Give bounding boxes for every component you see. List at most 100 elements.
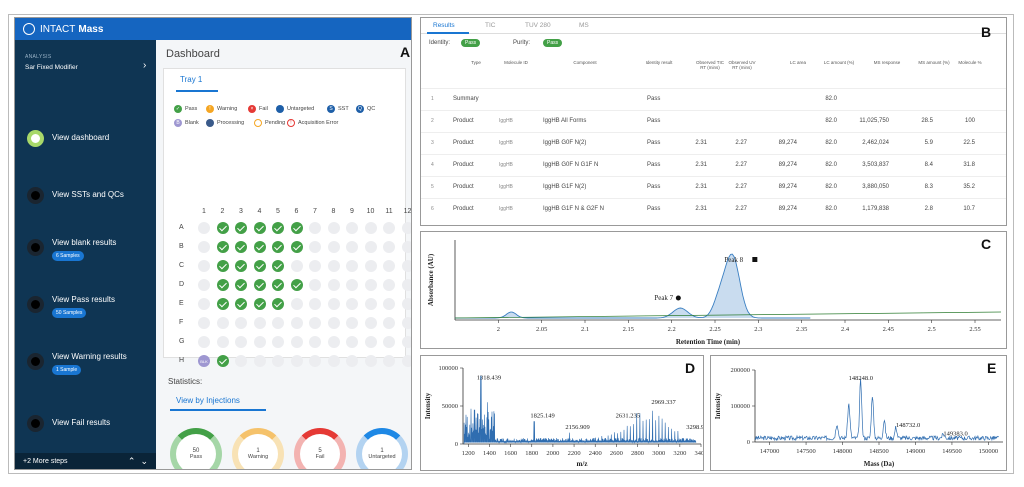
plate-well[interactable] bbox=[198, 317, 210, 329]
column-header[interactable]: Molecule % bbox=[958, 60, 982, 65]
plate-well[interactable] bbox=[364, 260, 377, 272]
plate-well[interactable] bbox=[272, 222, 284, 234]
stat-ring-warning[interactable]: 1 Warning bbox=[232, 428, 284, 469]
plate-well[interactable] bbox=[198, 222, 210, 234]
plate-well[interactable] bbox=[383, 317, 395, 329]
chevron-right-icon[interactable]: › bbox=[143, 60, 147, 71]
plate-well[interactable] bbox=[383, 222, 395, 234]
plate-well[interactable] bbox=[327, 336, 340, 348]
column-header[interactable]: Type bbox=[471, 60, 481, 65]
tab-results[interactable]: Results bbox=[433, 22, 455, 29]
sidebar-step-3[interactable]: View blank results 6 Samples bbox=[15, 234, 156, 290]
plate-well[interactable] bbox=[235, 317, 247, 329]
tab-view-by-injections[interactable]: View by Injections bbox=[176, 396, 240, 405]
table-row[interactable]: 3 Product IggHB IggHB G0F N(2) Pass 2.31 2.27 8… bbox=[421, 132, 1006, 154]
plate-well[interactable] bbox=[216, 222, 229, 234]
plate-well[interactable] bbox=[198, 279, 210, 291]
plate-well[interactable] bbox=[401, 222, 411, 234]
plate-well[interactable] bbox=[216, 279, 229, 291]
plate-well[interactable] bbox=[253, 241, 266, 253]
plate-well[interactable] bbox=[253, 279, 266, 291]
tab-tic[interactable]: TIC bbox=[485, 22, 496, 29]
stat-ring-pass[interactable]: 50 Pass bbox=[170, 428, 222, 469]
plate-well[interactable] bbox=[346, 336, 358, 348]
plate-well[interactable] bbox=[216, 298, 229, 310]
plate-well[interactable] bbox=[235, 222, 247, 234]
table-row[interactable]: 1 Summary Pass 82.0 bbox=[421, 88, 1006, 110]
plate-well[interactable] bbox=[290, 298, 303, 310]
plate-well[interactable] bbox=[401, 336, 411, 348]
sidebar-step-4[interactable]: View Pass results 50 Samples bbox=[15, 291, 156, 347]
plate-well[interactable] bbox=[346, 222, 358, 234]
plate-well[interactable] bbox=[327, 298, 340, 310]
plate-well[interactable] bbox=[253, 336, 266, 348]
sidebar-step-2[interactable]: View SSTs and QCs bbox=[15, 177, 156, 233]
plate-well[interactable] bbox=[364, 336, 377, 348]
tab-tray-1[interactable]: Tray 1 bbox=[180, 75, 203, 84]
table-row[interactable]: 5 Product IggHB IggHB G1F N(2) Pass 2.31 2.27 8… bbox=[421, 176, 1006, 198]
table-row[interactable]: 2 Product IggHB IggHB All Forms Pass 82.0 11,0… bbox=[421, 110, 1006, 132]
column-header[interactable]: Molecule ID bbox=[504, 60, 528, 65]
plate-well[interactable] bbox=[401, 317, 411, 329]
stat-ring-fail[interactable]: 5 Fail bbox=[294, 428, 346, 469]
plate-well[interactable] bbox=[290, 222, 303, 234]
plate-well[interactable] bbox=[309, 260, 321, 272]
plate-well[interactable] bbox=[198, 336, 210, 348]
plate-well[interactable] bbox=[235, 241, 247, 253]
plate-well[interactable] bbox=[198, 298, 210, 310]
plate-well[interactable] bbox=[272, 298, 284, 310]
plate-well[interactable] bbox=[364, 355, 377, 367]
column-header[interactable]: LC area bbox=[789, 60, 806, 65]
stat-ring-untargeted[interactable]: 1 Untargeted bbox=[356, 428, 408, 469]
plate-well[interactable] bbox=[235, 279, 247, 291]
plate-well[interactable] bbox=[401, 279, 411, 291]
plate-well[interactable] bbox=[383, 241, 395, 253]
plate-well[interactable] bbox=[290, 241, 303, 253]
plate-well[interactable] bbox=[235, 298, 247, 310]
plate-well[interactable] bbox=[327, 222, 340, 234]
column-header[interactable]: Component bbox=[573, 60, 597, 65]
plate-well[interactable] bbox=[327, 355, 340, 367]
plate-well[interactable] bbox=[383, 298, 395, 310]
sidebar-step-5[interactable]: View Warning results 1 Sample bbox=[15, 348, 156, 404]
plate-well[interactable] bbox=[309, 336, 321, 348]
plate-well[interactable] bbox=[253, 355, 266, 367]
plate-well[interactable] bbox=[383, 355, 395, 367]
plate-well[interactable] bbox=[327, 260, 340, 272]
plate-well[interactable] bbox=[272, 317, 284, 329]
plate-well[interactable] bbox=[235, 355, 247, 367]
sidebar-step-6[interactable]: View Fail results bbox=[15, 405, 156, 461]
plate-well[interactable] bbox=[401, 355, 411, 367]
plate-well[interactable] bbox=[364, 279, 377, 291]
plate-well[interactable] bbox=[309, 279, 321, 291]
plate-well[interactable] bbox=[235, 260, 247, 272]
plate-well[interactable] bbox=[364, 298, 377, 310]
plate-well[interactable] bbox=[198, 241, 210, 253]
plate-well[interactable] bbox=[216, 336, 229, 348]
plate-well[interactable] bbox=[401, 260, 411, 272]
column-header[interactable]: MS amount (%) bbox=[918, 60, 950, 65]
plate-well[interactable] bbox=[346, 260, 358, 272]
plate-well[interactable] bbox=[383, 279, 395, 291]
plate-well[interactable] bbox=[216, 241, 229, 253]
plate-well[interactable] bbox=[346, 279, 358, 291]
plate-well[interactable] bbox=[346, 317, 358, 329]
plate-well[interactable] bbox=[235, 336, 247, 348]
table-row[interactable]: 6 Product IggHB IggHB G1F N & G2F N Pass 2.31… bbox=[421, 198, 1006, 220]
plate-well[interactable] bbox=[327, 279, 340, 291]
plate-well[interactable] bbox=[216, 260, 229, 272]
method-name[interactable]: Sar Fixed Modifier bbox=[25, 64, 78, 71]
plate-well[interactable] bbox=[309, 317, 321, 329]
plate-well[interactable] bbox=[290, 355, 303, 367]
plate-well[interactable] bbox=[401, 241, 411, 253]
sidebar-step-1[interactable]: View dashboard bbox=[15, 120, 156, 176]
plate-well[interactable] bbox=[216, 355, 229, 367]
plate-well[interactable] bbox=[346, 298, 358, 310]
plate-well[interactable] bbox=[364, 317, 377, 329]
plate-well[interactable]: BLK bbox=[198, 355, 210, 367]
plate-well[interactable] bbox=[364, 241, 377, 253]
plate-well[interactable] bbox=[309, 222, 321, 234]
plate-well[interactable] bbox=[272, 279, 284, 291]
plate-well[interactable] bbox=[309, 355, 321, 367]
plate-well[interactable] bbox=[383, 336, 395, 348]
